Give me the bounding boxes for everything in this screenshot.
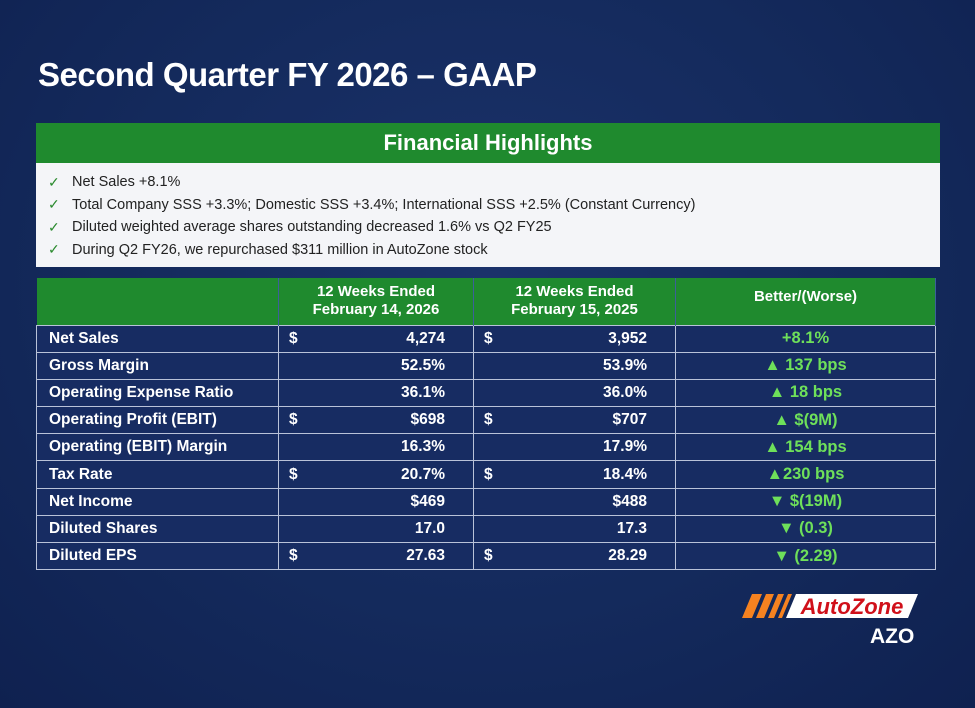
svg-text:AutoZone: AutoZone	[800, 594, 904, 619]
table-row: Diluted Shares 17.0 17.3 ▼ (0.3)	[36, 514, 936, 544]
check-icon: ✓	[48, 173, 60, 190]
table-row: Operating Profit (EBIT) $ $698 $ $707 ▲ $(…	[36, 406, 936, 435]
row-label: Operating Expense Ratio	[36, 378, 279, 408]
change-value: ▲ 154 bps	[675, 433, 936, 462]
financial-table: 12 Weeks Ended February 14, 2026 12 Weeks…	[36, 278, 936, 571]
highlight-item: ✓ During Q2 FY26, we repurchased $311 mil…	[48, 241, 488, 258]
value-2026: $469	[278, 487, 474, 516]
change-value: ▲230 bps	[675, 460, 936, 489]
highlights-heading: Financial Highlights	[36, 123, 940, 163]
row-label: Net Sales	[36, 324, 279, 353]
highlight-item: ✓ Net Sales +8.1%	[48, 173, 181, 191]
slide-title: Second Quarter FY 2026 – GAAP	[38, 56, 537, 93]
row-label: Net Income	[36, 487, 279, 516]
row-label: Tax Rate	[36, 460, 279, 489]
table-row: Tax Rate $20.7% $18.4% ▲230 bps	[36, 460, 936, 489]
value-2025: $3,952	[473, 324, 676, 353]
table-row: Gross Margin 52.5% 53.9% ▲ 137 bps	[36, 351, 936, 380]
value-2025: $488	[473, 487, 676, 516]
row-label: Diluted Shares	[36, 514, 279, 544]
highlights-list: ✓ Net Sales +8.1% ✓ Total Company SSS +3.3…	[36, 163, 940, 267]
highlight-item: ✓ Diluted weighted average shares outstan…	[48, 218, 552, 236]
row-label: Operating (EBIT) Margin	[36, 433, 279, 462]
table-row: Net Income $469 $488 ▼ $(19M)	[36, 487, 936, 516]
value-2026: 52.5%	[278, 351, 474, 380]
autozone-logo: AutoZone	[742, 594, 918, 619]
change-value: ▲ $(9M)	[675, 406, 936, 435]
ticker-symbol: AZO	[870, 625, 915, 648]
change-value: ▼ (0.3)	[675, 514, 936, 544]
value-2025: 17.9%	[473, 433, 676, 462]
table-row: Net Sales $4,274 $3,952 +8.1%	[36, 324, 936, 353]
change-value: ▲ 18 bps	[675, 378, 936, 408]
table-row: Operating (EBIT) Margin 16.3% 17.9% ▲ 15…	[36, 433, 936, 462]
value-2026: 16.3%	[278, 433, 474, 462]
value-2026: 17.0	[278, 514, 474, 544]
column-header: 12 Weeks Ended February 14, 2026	[278, 278, 474, 325]
value-2025: $28.29	[473, 541, 676, 571]
check-icon: ✓	[48, 218, 60, 235]
value-2026: $ $698	[278, 406, 474, 435]
change-value: +8.1%	[675, 324, 936, 353]
check-icon: ✓	[48, 241, 60, 258]
row-label: Operating Profit (EBIT)	[36, 406, 279, 435]
column-header: Better/(Worse)	[675, 278, 936, 325]
row-label: Diluted EPS	[36, 541, 279, 571]
change-value: ▼ (2.29)	[675, 541, 936, 571]
value-2026: $27.63	[278, 541, 474, 571]
value-2026: $20.7%	[278, 460, 474, 489]
change-value: ▲ 137 bps	[675, 351, 936, 380]
value-2025: 17.3	[473, 514, 676, 544]
value-2025: $ $707	[473, 406, 676, 435]
value-2025: 36.0%	[473, 378, 676, 408]
value-2025: $18.4%	[473, 460, 676, 489]
check-icon: ✓	[48, 196, 60, 213]
column-header: 12 Weeks Ended February 15, 2025	[473, 278, 676, 325]
table-row: Diluted EPS $27.63 $28.29 ▼ (2.29)	[36, 541, 936, 571]
highlight-item: ✓ Total Company SSS +3.3%; Domestic SSS +…	[48, 196, 696, 213]
table-row: Operating Expense Ratio 36.1% 36.0% ▲ 18…	[36, 378, 936, 408]
value-2026: 36.1%	[278, 378, 474, 408]
row-label: Gross Margin	[36, 351, 279, 380]
value-2025: 53.9%	[473, 351, 676, 380]
column-header	[36, 278, 279, 325]
value-2026: $4,274	[278, 324, 474, 353]
change-value: ▼ $(19M)	[675, 487, 936, 516]
